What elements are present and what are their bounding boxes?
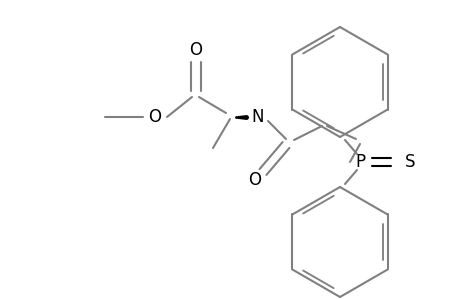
Text: O: O: [189, 41, 202, 59]
Text: O: O: [248, 171, 261, 189]
Text: P: P: [354, 153, 364, 171]
Text: O: O: [148, 108, 161, 126]
Text: S: S: [404, 153, 414, 171]
Text: N: N: [251, 108, 263, 126]
